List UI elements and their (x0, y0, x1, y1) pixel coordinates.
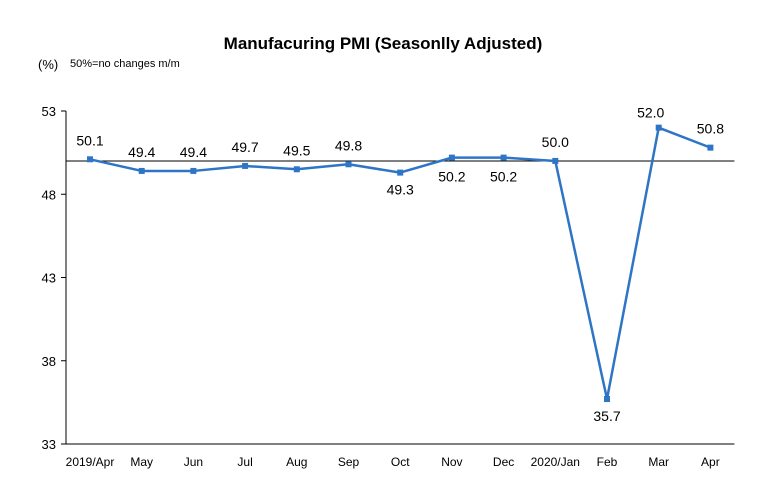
data-label: 50.2 (438, 169, 465, 185)
data-label: 50.8 (697, 121, 724, 137)
data-point (138, 167, 145, 174)
data-label: 50.1 (76, 132, 103, 148)
data-label: 49.7 (231, 139, 258, 155)
data-point (190, 167, 197, 174)
x-tick-label: Nov (441, 455, 462, 469)
data-point (604, 396, 610, 403)
y-tick-label: 33 (42, 437, 56, 452)
data-point (448, 154, 455, 161)
x-tick-label: Aug (286, 455, 307, 469)
x-tick-label: Jul (237, 455, 252, 469)
chart-title: Manufacuring PMI (Seasonlly Adjusted) (223, 34, 543, 53)
data-label: 50.2 (490, 169, 517, 185)
data-point (345, 161, 352, 168)
x-tick-label: Apr (701, 455, 720, 469)
x-tick-label: Jun (184, 455, 203, 469)
note-label: 50%=no changes m/m (70, 58, 180, 70)
series-line (89, 126, 711, 401)
y-tick-label: 43 (42, 271, 56, 286)
x-tick-label: Feb (597, 455, 618, 469)
data-label: 50.0 (542, 134, 569, 150)
y-tick-label: 53 (42, 104, 56, 119)
data-point (242, 162, 249, 169)
data-label: 49.4 (128, 144, 155, 160)
x-tick-label: Sep (338, 455, 360, 469)
x-tick-label: May (130, 455, 153, 469)
data-point (707, 144, 714, 151)
x-tick-label: Dec (493, 455, 514, 469)
data-label: 52.0 (637, 105, 664, 121)
data-point (552, 157, 559, 164)
data-point (500, 154, 507, 161)
x-tick-label: 2019/Apr (66, 455, 115, 469)
data-label: 49.5 (283, 142, 310, 158)
unit-label: (%) (38, 57, 59, 72)
data-label: 49.3 (387, 182, 414, 198)
data-point (655, 124, 662, 131)
x-tick-label: Oct (391, 455, 410, 469)
data-label: 35.7 (593, 408, 620, 424)
x-tick-label: Mar (648, 455, 669, 469)
data-point (397, 169, 404, 176)
data-point (87, 156, 93, 163)
data-point (293, 166, 300, 173)
data-label: 49.4 (180, 144, 207, 160)
x-tick-label: 2020/Jan (531, 455, 580, 469)
y-tick-label: 38 (42, 354, 56, 369)
data-label: 49.8 (335, 137, 362, 153)
y-tick-label: 48 (42, 187, 56, 202)
